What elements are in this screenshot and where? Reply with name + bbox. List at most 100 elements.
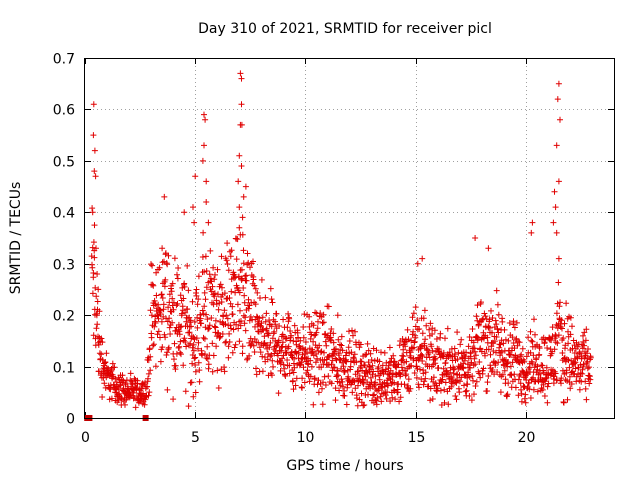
data-point: [452, 393, 459, 399]
data-point: [241, 292, 248, 299]
data-point: [328, 361, 335, 368]
data-point: [551, 346, 558, 353]
data-point: [189, 344, 196, 351]
data-point: [172, 362, 179, 369]
data-point: [199, 307, 206, 314]
data-point: [387, 398, 394, 405]
x-tick-label: 10: [297, 430, 315, 446]
data-point: [509, 359, 516, 366]
data-point: [335, 336, 342, 343]
data-point: [204, 343, 211, 350]
data-point: [245, 305, 252, 312]
data-point: [390, 387, 397, 394]
data-point: [207, 275, 214, 282]
data-point: [281, 365, 288, 372]
data-point: [315, 318, 321, 325]
data-point: [508, 372, 515, 379]
data-point: [310, 401, 317, 408]
data-point: [400, 346, 407, 353]
data-point: [484, 388, 491, 394]
data-point: [334, 312, 341, 319]
data-point: [208, 315, 215, 321]
data-point: [377, 393, 384, 400]
data-point: [446, 349, 453, 356]
data-point: [527, 395, 534, 401]
data-point: [93, 245, 99, 252]
data-point: [196, 367, 203, 374]
data-point: [157, 334, 163, 341]
data-point: [361, 402, 368, 408]
data-point: [174, 275, 181, 282]
data-point: [170, 306, 177, 313]
data-point: [376, 358, 383, 365]
data-point: [304, 367, 311, 374]
data-point: [465, 343, 472, 350]
data-point: [552, 370, 559, 377]
data-point: [555, 332, 562, 339]
data-point: [343, 401, 350, 408]
data-point: [259, 314, 266, 321]
data-point: [283, 349, 290, 356]
data-point: [131, 375, 138, 382]
data-point: [486, 316, 493, 323]
data-point: [578, 355, 585, 362]
data-point: [422, 336, 429, 343]
data-point: [367, 374, 374, 381]
data-point: [531, 316, 537, 323]
data-point: [467, 349, 474, 356]
data-point: [251, 336, 258, 342]
data-point: [586, 364, 592, 371]
data-point: [454, 329, 461, 336]
data-point: [315, 389, 322, 396]
data-point: [141, 401, 148, 408]
data-point: [189, 298, 196, 305]
data-point: [362, 373, 369, 380]
data-point: [295, 349, 302, 356]
data-point: [462, 353, 469, 360]
data-point: [485, 346, 492, 353]
data-point: [252, 301, 259, 308]
data-point: [567, 314, 574, 321]
data-point: [518, 386, 524, 393]
data-point: [398, 364, 405, 371]
data-point: [576, 386, 583, 393]
data-point: [286, 370, 293, 377]
data-point: [154, 331, 161, 338]
data-point: [226, 295, 233, 301]
data-point: [247, 313, 254, 320]
data-point: [203, 199, 210, 205]
data-point: [250, 258, 256, 265]
data-point: [479, 370, 486, 377]
data-point: [202, 116, 209, 123]
data-point: [370, 392, 376, 399]
data-point: [165, 304, 172, 311]
data-point: [200, 334, 207, 341]
data-point: [522, 391, 529, 398]
data-point: [336, 379, 343, 386]
data-point: [358, 390, 365, 397]
data-point: [89, 244, 96, 251]
data-point: [293, 375, 300, 382]
data-point: [195, 273, 202, 280]
data-point: [334, 368, 341, 375]
data-point: [289, 377, 296, 384]
data-point: [530, 386, 537, 393]
data-point: [307, 357, 314, 364]
data-point: [360, 377, 367, 384]
data-point: [319, 385, 325, 392]
data-point: [579, 345, 586, 352]
y-tick-label: 0.4: [53, 206, 75, 222]
data-point: [356, 372, 363, 379]
data-point: [567, 385, 574, 392]
data-point: [417, 343, 424, 350]
data-point: [529, 219, 536, 226]
x-tick-label: 0: [81, 430, 90, 446]
data-point: [221, 368, 228, 375]
data-point: [505, 380, 512, 387]
data-point: [161, 283, 168, 290]
y-tick-label: 0.3: [53, 258, 75, 274]
data-point: [579, 366, 586, 373]
data-point: [215, 385, 222, 391]
data-point: [187, 317, 194, 324]
